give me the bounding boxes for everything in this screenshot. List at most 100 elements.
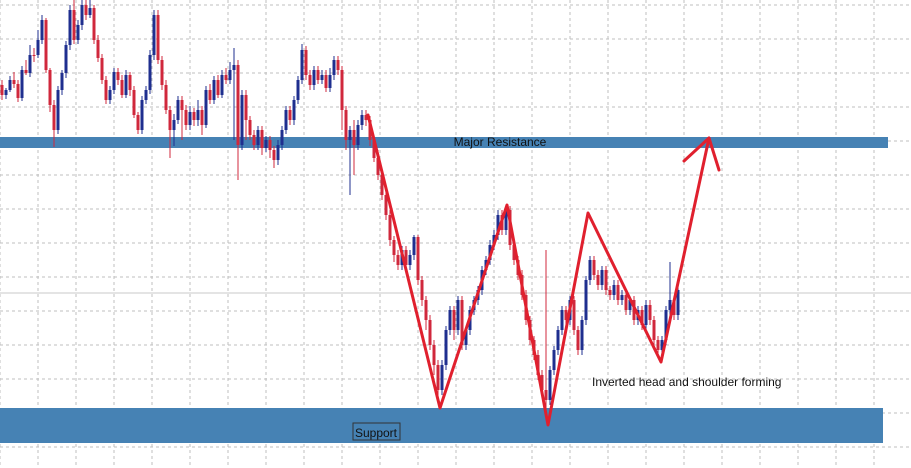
candle: [184, 105, 188, 130]
candle-body: [104, 80, 108, 100]
candle-body: [628, 300, 632, 310]
candle-body: [168, 110, 172, 130]
candle: [180, 96, 184, 140]
candle-body: [196, 110, 200, 120]
candle-body: [28, 55, 32, 73]
candle-body: [132, 90, 136, 115]
candle: [584, 276, 588, 325]
candle-body: [464, 330, 468, 345]
support-label-box: [352, 422, 401, 441]
candle: [416, 235, 420, 285]
candle-body: [20, 70, 24, 98]
arrow-head: [682, 136, 721, 172]
candle: [352, 120, 356, 175]
candle-body: [160, 60, 164, 85]
candle-body: [140, 100, 144, 130]
candle: [36, 30, 40, 58]
candle: [44, 18, 48, 73]
candle: [444, 326, 448, 370]
candle-body: [580, 320, 584, 350]
candle-body: [644, 305, 648, 325]
candle-body: [616, 285, 620, 300]
candle-body: [544, 390, 548, 400]
candle-body: [44, 20, 48, 70]
inverted-head-shoulders-path: [366, 113, 711, 427]
candle: [84, 0, 88, 20]
candle: [104, 76, 108, 104]
candle: [212, 76, 216, 104]
candle: [48, 68, 52, 112]
candle-body: [256, 130, 260, 145]
candle: [656, 336, 660, 355]
candle-body: [300, 50, 304, 80]
candle-body: [380, 175, 384, 195]
candle-body: [248, 120, 252, 135]
candle: [256, 126, 260, 150]
candle: [280, 126, 284, 150]
candle: [40, 15, 44, 44]
candle-body: [332, 60, 336, 75]
candle-body: [260, 130, 264, 148]
candle: [264, 136, 268, 152]
candle-body: [376, 158, 380, 175]
candle-body: [8, 80, 12, 90]
candle-body: [512, 245, 516, 260]
candle-body: [388, 215, 392, 240]
candle: [396, 250, 400, 270]
candle-body: [152, 15, 156, 55]
candle: [596, 270, 600, 290]
candle: [608, 286, 612, 300]
candle-body: [612, 285, 616, 295]
candle-body: [564, 310, 568, 320]
candle: [268, 136, 272, 158]
candle: [644, 300, 648, 330]
candle-body: [164, 85, 168, 110]
candle-body: [112, 72, 116, 90]
candle-body: [252, 135, 256, 145]
candle: [356, 120, 360, 150]
candle-body: [576, 330, 580, 350]
candle: [16, 80, 20, 102]
candle: [296, 76, 300, 104]
candle-body: [272, 150, 276, 160]
candle-body: [72, 10, 76, 40]
candle-body: [372, 140, 376, 158]
candle-body: [452, 310, 456, 330]
candle-body: [24, 70, 28, 73]
candle-body: [48, 70, 52, 105]
candle-body: [436, 365, 440, 390]
candle: [88, 0, 92, 18]
candle-body: [620, 295, 624, 300]
candle-body: [412, 237, 416, 255]
candle-body: [80, 5, 84, 25]
candle-body: [56, 90, 60, 130]
candle: [136, 112, 140, 134]
candle-body: [384, 195, 388, 215]
candle: [148, 50, 152, 94]
candle-body: [120, 80, 124, 95]
candle: [124, 70, 128, 98]
candle: [156, 10, 160, 64]
candle: [252, 130, 256, 150]
candle: [92, 5, 96, 44]
candle-body: [308, 75, 312, 85]
candle-body: [208, 90, 212, 100]
candle-body: [304, 50, 308, 75]
price-zones: [0, 137, 888, 443]
candle-body: [336, 60, 340, 70]
candle-body: [600, 270, 604, 285]
candle-body: [136, 115, 140, 130]
candle: [648, 300, 652, 325]
candle: [616, 280, 620, 305]
candle-body: [176, 100, 180, 120]
candle: [304, 46, 308, 80]
candle-body: [440, 365, 444, 390]
pattern-drawing: [366, 113, 721, 427]
candle: [144, 86, 148, 104]
candle: [432, 340, 436, 375]
candle: [192, 108, 196, 126]
candle-body: [624, 295, 628, 310]
major-resistance-label: Major Resistance: [454, 135, 547, 149]
candle: [172, 114, 176, 146]
